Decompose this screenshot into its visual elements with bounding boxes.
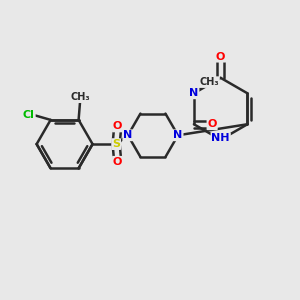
Text: N: N bbox=[173, 130, 183, 140]
Text: O: O bbox=[113, 157, 122, 167]
Text: CH₃: CH₃ bbox=[70, 92, 90, 102]
Text: NH: NH bbox=[212, 133, 230, 143]
Text: O: O bbox=[216, 52, 225, 62]
Text: N: N bbox=[123, 130, 133, 140]
Text: CH₃: CH₃ bbox=[200, 77, 219, 87]
Text: N: N bbox=[189, 88, 199, 98]
Text: O: O bbox=[113, 122, 122, 131]
Text: Cl: Cl bbox=[23, 110, 35, 121]
Text: O: O bbox=[208, 119, 217, 129]
Text: S: S bbox=[112, 139, 120, 149]
